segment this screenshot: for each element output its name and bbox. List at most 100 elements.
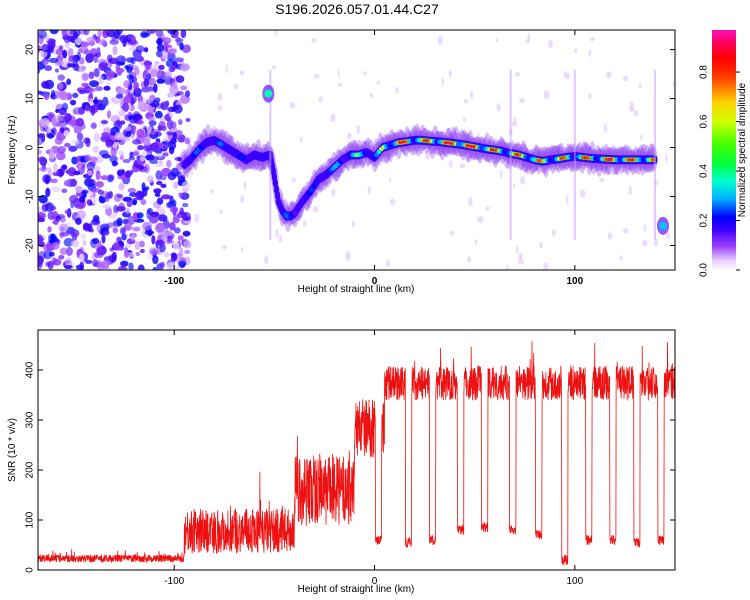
noise-speck — [79, 260, 84, 270]
noise-speck — [211, 125, 217, 134]
noise-speck — [51, 116, 57, 127]
noise-speck — [125, 130, 132, 138]
noise-speck — [101, 120, 109, 125]
noise-speck — [160, 183, 167, 189]
noise-speck — [116, 119, 121, 127]
noise-speck — [184, 138, 191, 145]
snr-ylabel: SNR (10 * v/v) — [7, 418, 18, 482]
noise-speck — [67, 93, 73, 101]
noise-speck — [184, 90, 191, 98]
noise-speck — [496, 103, 501, 112]
noise-speck — [518, 258, 524, 265]
noise-speck — [69, 99, 77, 106]
noise-speck — [155, 239, 165, 246]
noise-speck — [41, 203, 49, 213]
noise-speck — [106, 81, 112, 87]
noise-speck — [153, 83, 158, 93]
noise-speck — [177, 211, 187, 219]
y-tick-label: 200 — [25, 461, 36, 478]
noise-speck — [58, 169, 63, 178]
noise-speck — [38, 90, 44, 95]
ridge-core — [314, 180, 319, 185]
noise-speck — [68, 55, 77, 63]
noise-speck — [280, 191, 284, 201]
noise-speck — [166, 261, 176, 270]
noise-speck — [289, 101, 296, 109]
noise-speck — [139, 249, 145, 254]
noise-speck — [499, 169, 503, 179]
noise-speck — [505, 264, 509, 270]
noise-speck — [97, 190, 105, 195]
noise-speck — [75, 185, 83, 194]
noise-speck — [135, 45, 145, 53]
noise-speck — [118, 150, 125, 156]
noise-speck — [607, 232, 613, 240]
noise-speck — [67, 63, 76, 68]
noise-speck — [89, 80, 100, 88]
noise-speck — [119, 120, 126, 125]
noise-speck — [60, 232, 70, 237]
noise-speck — [105, 139, 115, 147]
noise-speck — [589, 37, 595, 42]
x-tick-label: 100 — [566, 576, 583, 587]
noise-speck — [47, 133, 55, 139]
noise-speck — [210, 189, 214, 194]
noise-speck — [50, 89, 56, 98]
isolated-blob-core — [264, 89, 273, 98]
noise-speck — [113, 241, 120, 251]
noise-speck — [58, 254, 65, 260]
noise-speck — [38, 133, 44, 139]
noise-speck — [80, 189, 89, 194]
snr-series-line — [38, 341, 675, 565]
noise-speck — [110, 212, 118, 219]
spectrogram-xlabel: Height of straight line (km) — [298, 284, 415, 295]
noise-speck — [519, 98, 525, 104]
noise-speck — [146, 30, 157, 35]
noise-speck — [638, 82, 642, 89]
noise-speck — [92, 237, 100, 244]
noise-speck — [102, 96, 109, 107]
noise-speck — [395, 86, 399, 94]
noise-speck — [169, 206, 179, 214]
noise-speck — [135, 55, 144, 60]
noise-speck — [119, 227, 126, 235]
noise-speck — [642, 240, 648, 247]
noise-speck — [588, 93, 592, 99]
noise-speck — [485, 206, 490, 211]
snr-xlabel: Height of straight line (km) — [298, 584, 415, 595]
noise-speck — [86, 161, 96, 171]
noise-speck — [161, 232, 168, 242]
noise-speck — [52, 258, 62, 266]
ridge-core — [306, 190, 312, 196]
noise-speck — [38, 259, 43, 268]
noise-speck — [73, 30, 81, 37]
noise-speck — [631, 149, 635, 157]
noise-speck — [151, 234, 156, 245]
noise-speck — [38, 217, 46, 223]
noise-speck — [95, 170, 101, 181]
noise-speck — [116, 217, 123, 226]
y-tick-label: 100 — [25, 511, 36, 528]
noise-speck — [548, 39, 553, 49]
noise-speck — [59, 247, 68, 255]
noise-speck — [73, 126, 82, 134]
noise-speck — [106, 54, 113, 63]
noise-speck — [168, 48, 177, 54]
noise-speck — [143, 47, 149, 53]
noise-speck — [628, 185, 633, 195]
noise-speck — [148, 215, 159, 224]
noise-speck — [153, 188, 162, 194]
y-tick-label: 0 — [25, 144, 36, 150]
noise-speck — [337, 82, 343, 87]
noise-speck — [337, 69, 340, 79]
noise-speck — [389, 198, 396, 206]
noise-speck — [56, 115, 64, 122]
noise-speck — [63, 130, 70, 137]
noise-speck — [115, 205, 126, 212]
ridge-core — [244, 157, 250, 162]
y-tick-label: 20 — [25, 44, 36, 56]
noise-speck — [95, 180, 104, 188]
figure-title: S196.2026.057.01.44.C27 — [275, 1, 439, 17]
